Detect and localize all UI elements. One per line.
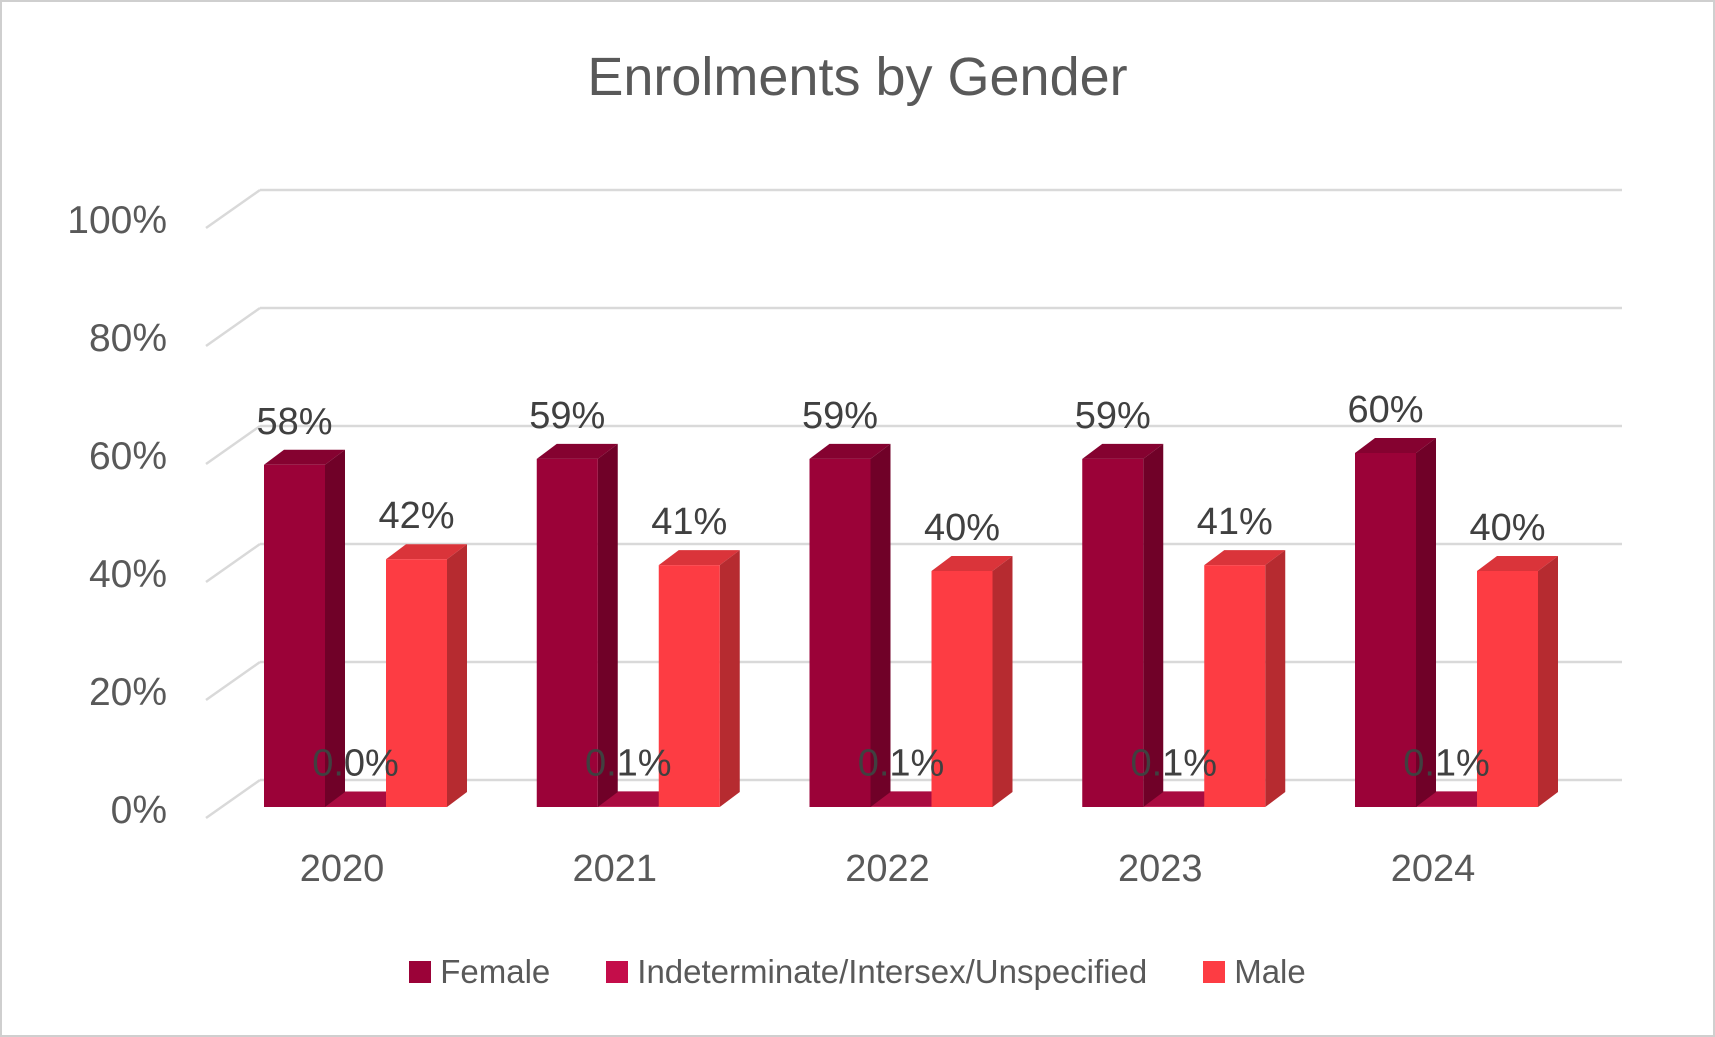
bar-front-face bbox=[870, 806, 932, 807]
bar-top-face bbox=[1082, 443, 1164, 459]
bar-front-face bbox=[597, 806, 659, 807]
bar-front-face bbox=[325, 806, 386, 807]
legend-swatch-icon bbox=[409, 961, 432, 983]
data-label: 40% bbox=[1469, 507, 1545, 549]
y-axis-tick-label: 100% bbox=[67, 199, 167, 242]
bar-front-face bbox=[809, 458, 871, 807]
bar-top-face bbox=[870, 791, 952, 807]
bar-top-face bbox=[1416, 791, 1497, 807]
data-label: 41% bbox=[651, 501, 727, 543]
y-axis-tick-label: 40% bbox=[89, 553, 167, 596]
bar-female-2024 bbox=[1355, 438, 1436, 807]
legend-item-male: Male bbox=[1203, 953, 1306, 991]
bar-top-face bbox=[597, 791, 679, 807]
bar-top-face bbox=[1143, 791, 1225, 807]
chart-title: Enrolments by Gender bbox=[587, 47, 1128, 107]
bar-top-face bbox=[931, 556, 1013, 571]
bar-top-face bbox=[386, 544, 467, 560]
bar-top-face bbox=[325, 791, 406, 807]
gridline-depth-edge bbox=[205, 306, 261, 348]
x-axis-category-label: 2022 bbox=[845, 848, 930, 890]
data-label: 0.1% bbox=[585, 742, 672, 784]
bar-side-face bbox=[1416, 438, 1436, 807]
bar-top-face bbox=[1204, 550, 1286, 566]
bar-side-face bbox=[870, 443, 891, 807]
x-axis-category-label: 2023 bbox=[1118, 848, 1203, 890]
bar-side-face bbox=[1143, 443, 1164, 807]
bar-front-face bbox=[386, 559, 447, 807]
x-axis-category-label: 2021 bbox=[572, 848, 657, 890]
bar-side-face bbox=[597, 443, 618, 807]
bar-male-2022 bbox=[931, 556, 1013, 807]
bar-top-face bbox=[658, 550, 740, 566]
legend-label: Male bbox=[1234, 953, 1306, 990]
legend-swatch-icon bbox=[606, 961, 629, 983]
data-label: 59% bbox=[1075, 395, 1151, 437]
data-label: 42% bbox=[378, 495, 454, 537]
legend-item-indeterminate: Indeterminate/Intersex/Unspecified bbox=[606, 953, 1147, 991]
bar-female-2023 bbox=[1082, 443, 1164, 807]
data-label: 59% bbox=[529, 395, 605, 437]
data-label: 58% bbox=[256, 401, 332, 443]
bar-top-face bbox=[536, 443, 618, 459]
bar-front-face bbox=[1082, 458, 1144, 807]
data-label: 0.1% bbox=[1130, 742, 1217, 784]
bar-female-2020 bbox=[264, 449, 345, 807]
y-axis-tick-label: 0% bbox=[111, 789, 167, 832]
bar-side-face bbox=[1538, 556, 1558, 807]
bar-front-face bbox=[264, 464, 325, 807]
bar-top-face bbox=[1355, 438, 1436, 453]
bar-front-face bbox=[1477, 571, 1538, 807]
bar-front-face bbox=[931, 571, 993, 807]
bar-side-face bbox=[992, 556, 1013, 807]
data-label: 41% bbox=[1197, 501, 1273, 543]
data-label: 0.1% bbox=[1403, 742, 1490, 784]
data-label: 40% bbox=[924, 507, 1000, 549]
bar-side-face bbox=[447, 544, 467, 807]
bar-male-2024 bbox=[1477, 556, 1558, 807]
bar-front-face bbox=[1416, 806, 1477, 807]
bar-front-face bbox=[536, 458, 598, 807]
legend-item-female: Female bbox=[409, 953, 550, 991]
y-axis-tick-label: 20% bbox=[89, 671, 167, 714]
bar-male-2020 bbox=[386, 544, 467, 807]
bar-front-face bbox=[658, 565, 720, 807]
bar-front-face bbox=[1143, 806, 1205, 807]
bar-side-face bbox=[719, 550, 740, 807]
bar-top-face bbox=[1477, 556, 1558, 571]
bar-female-2022 bbox=[809, 443, 891, 807]
bar-top-face bbox=[809, 443, 891, 459]
y-axis-tick-label: 80% bbox=[89, 317, 167, 360]
bar-side-face bbox=[325, 449, 345, 807]
bar-side-face bbox=[1265, 550, 1286, 807]
gridline-depth-edge bbox=[205, 660, 261, 702]
data-label: 0.1% bbox=[858, 742, 945, 784]
gridline-depth-edge bbox=[205, 188, 261, 230]
legend: Female Indeterminate/Intersex/Unspecified… bbox=[2, 946, 1713, 998]
gridline-depth-edge bbox=[205, 778, 261, 820]
gridline-depth-edge bbox=[205, 542, 261, 584]
bar-male-2021 bbox=[658, 550, 740, 807]
bar-front-face bbox=[1204, 565, 1266, 807]
data-label: 60% bbox=[1347, 389, 1423, 431]
legend-swatch-icon bbox=[1203, 961, 1226, 983]
gridline-depth-edge bbox=[205, 424, 261, 466]
bar-female-2021 bbox=[536, 443, 618, 807]
data-label: 59% bbox=[802, 395, 878, 437]
data-label: 0.0% bbox=[312, 743, 399, 785]
bar-front-face bbox=[1355, 453, 1416, 807]
bar-male-2023 bbox=[1204, 550, 1286, 807]
y-axis-tick-label: 60% bbox=[89, 435, 167, 478]
legend-label: Female bbox=[440, 953, 551, 990]
bar-top-face bbox=[264, 449, 345, 465]
legend-label: Indeterminate/Intersex/Unspecified bbox=[637, 953, 1148, 990]
x-axis-category-label: 2024 bbox=[1391, 848, 1476, 890]
x-axis-category-label: 2020 bbox=[300, 848, 385, 890]
